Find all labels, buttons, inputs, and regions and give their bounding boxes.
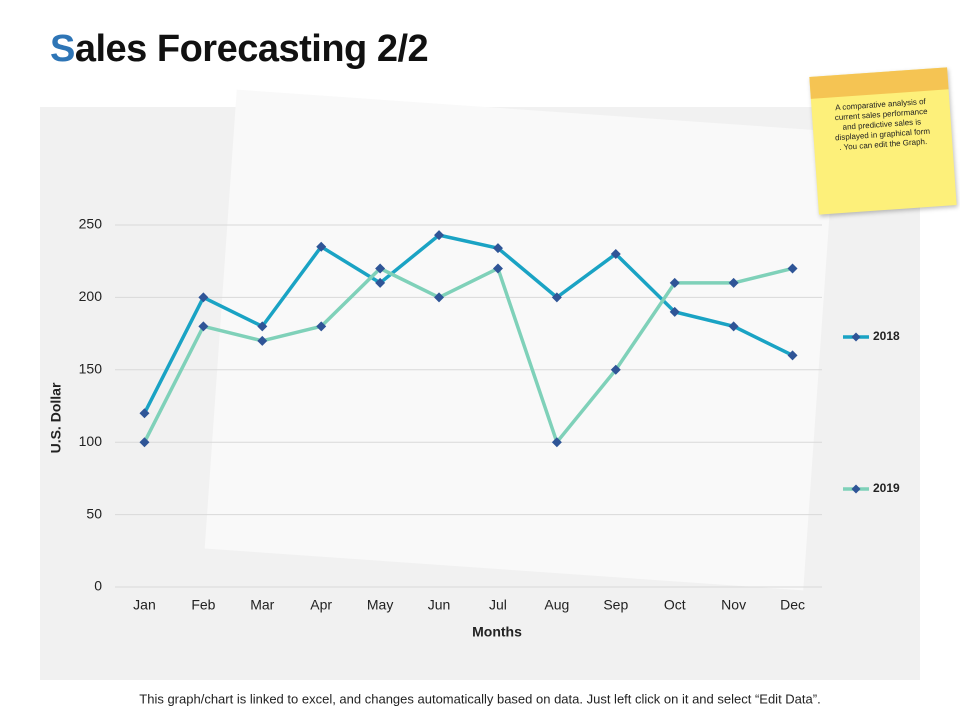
data-point [434,230,445,241]
data-point [669,277,680,288]
data-point [728,277,739,288]
x-tick-label: Aug [544,597,569,613]
legend-marker [851,332,861,342]
note-text: A comparative analysis of current sales … [834,96,931,153]
data-point [787,263,798,274]
data-point [492,243,503,254]
y-axis-label: U.S. Dollar [48,382,64,453]
data-point [257,335,268,346]
data-point [728,321,739,332]
data-point [198,321,209,332]
x-tick-label: Jan [133,597,156,613]
x-tick-label: Jul [489,597,507,613]
y-tick-label: 50 [86,505,102,521]
data-point [139,408,150,419]
legend-marker [851,484,861,494]
x-tick-label: Nov [721,597,746,613]
data-point [375,263,386,274]
data-point [375,277,386,288]
legend-label: 2018 [873,329,900,343]
data-point [551,437,562,448]
data-point [492,263,503,274]
background-paper [204,89,836,591]
y-tick-label: 250 [79,216,103,232]
y-tick-label: 200 [79,288,103,304]
data-point [316,321,327,332]
x-tick-label: Jun [428,597,451,613]
data-point [198,292,209,303]
y-tick-label: 0 [94,578,102,594]
x-tick-label: Dec [780,597,805,613]
data-point [669,306,680,317]
slide-title: Sales Forecasting 2/2 [50,28,429,70]
data-point [434,292,445,303]
data-point [316,241,327,252]
data-point [610,248,621,259]
y-tick-label: 150 [79,361,103,377]
y-tick-label: 100 [79,433,103,449]
footer: This graph/chart is linked to excel, and… [139,691,820,706]
series-line [142,233,794,415]
data-point [257,321,268,332]
x-tick-label: Oct [664,597,686,613]
x-tick-label: Sep [603,597,628,613]
series-line [142,266,793,444]
data-point [139,437,150,448]
x-tick-label: May [367,597,393,613]
sticky-note: A comparative analysis of current sales … [809,67,957,215]
x-tick-label: Apr [310,597,332,613]
data-point [551,292,562,303]
data-point [787,350,798,361]
x-tick-label: Feb [191,597,215,613]
x-tick-label: Mar [250,597,274,613]
x-axis-label: Months [472,624,522,640]
data-point [610,364,621,375]
legend-label: 2019 [873,481,900,495]
